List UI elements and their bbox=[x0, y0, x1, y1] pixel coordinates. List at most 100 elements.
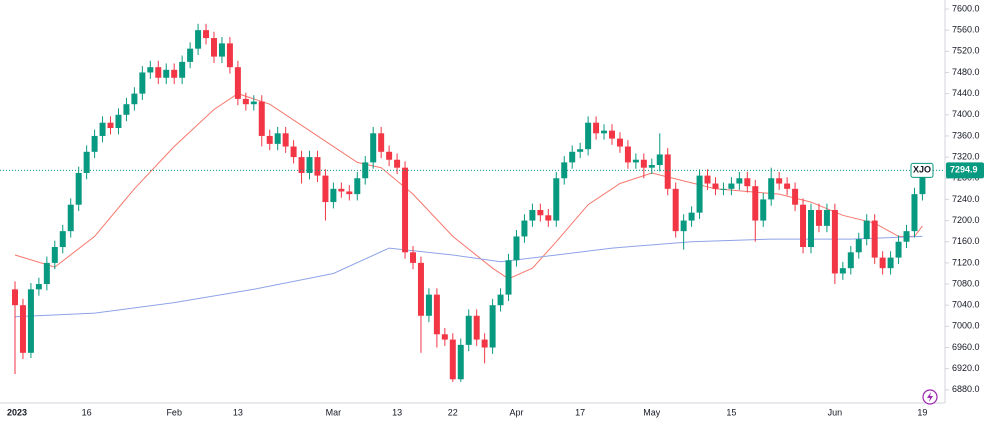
last-price-tag bbox=[946, 162, 984, 179]
candle-body bbox=[83, 151, 90, 173]
candle-body bbox=[258, 101, 265, 136]
candle-body bbox=[521, 220, 528, 237]
candle-body bbox=[386, 151, 393, 160]
candle-body bbox=[593, 122, 600, 134]
candle-body bbox=[131, 93, 138, 105]
moving-average-line bbox=[14, 93, 923, 280]
candle-body bbox=[855, 239, 862, 253]
candle-body bbox=[115, 114, 122, 129]
candle-body bbox=[410, 252, 416, 263]
icon-bolt[interactable] bbox=[927, 392, 933, 402]
candle-body bbox=[91, 135, 98, 152]
y-tick-label: 7120.0 bbox=[952, 257, 980, 267]
candle-body bbox=[441, 334, 448, 340]
candle-body bbox=[27, 289, 34, 353]
candle-body bbox=[234, 67, 241, 99]
candle-body bbox=[640, 159, 647, 168]
candle-body bbox=[760, 199, 767, 221]
candle-body bbox=[43, 262, 50, 285]
candle-body bbox=[537, 209, 544, 216]
candle-body bbox=[211, 38, 217, 57]
replay-icon[interactable] bbox=[922, 389, 938, 405]
candle-body bbox=[346, 191, 353, 195]
candle-body bbox=[19, 305, 26, 353]
candle-body bbox=[51, 247, 58, 263]
candle-body bbox=[887, 257, 894, 269]
candle-body bbox=[601, 130, 608, 134]
candle-body bbox=[59, 231, 66, 248]
moving-average-line bbox=[14, 235, 923, 318]
candle-body bbox=[481, 339, 488, 348]
candle-body bbox=[545, 215, 552, 221]
candle-body bbox=[632, 159, 639, 163]
x-tick-label: 13 bbox=[233, 407, 243, 417]
candle-body bbox=[298, 157, 305, 173]
candle-body bbox=[282, 133, 289, 147]
x-tick-label: 15 bbox=[726, 407, 736, 417]
candle-body bbox=[155, 67, 162, 78]
candle-body bbox=[792, 188, 799, 205]
candle-body bbox=[425, 294, 432, 316]
y-tick-label: 7200.0 bbox=[952, 215, 980, 225]
last-price-label: 7294.9 bbox=[950, 165, 978, 175]
candle-body bbox=[800, 204, 807, 248]
y-tick-label: 7000.0 bbox=[952, 321, 980, 331]
candle-body bbox=[306, 157, 313, 173]
candle-body bbox=[529, 209, 536, 221]
candle-body bbox=[744, 178, 751, 187]
candle-body bbox=[465, 315, 472, 345]
candle-body bbox=[354, 178, 361, 195]
candle-body bbox=[911, 194, 918, 232]
candle-body bbox=[402, 167, 409, 253]
candle-body bbox=[720, 188, 727, 190]
candle-body bbox=[187, 48, 194, 62]
candle-body bbox=[656, 154, 663, 166]
x-tick-label: Mar bbox=[326, 407, 342, 417]
candle-body bbox=[569, 151, 576, 163]
candle-body bbox=[871, 220, 878, 258]
candle-body bbox=[784, 183, 791, 189]
candle-body bbox=[218, 43, 225, 57]
candle-body bbox=[728, 183, 735, 189]
candle-body bbox=[609, 130, 615, 139]
y-tick-label: 7600.0 bbox=[952, 3, 980, 13]
symbol-tag bbox=[910, 162, 934, 178]
candle-body bbox=[577, 149, 584, 152]
candle-body bbox=[99, 122, 106, 136]
candle-body bbox=[664, 154, 671, 189]
candle-body bbox=[457, 344, 464, 380]
candle-body bbox=[322, 175, 329, 203]
candle-body bbox=[139, 72, 146, 94]
candle-body bbox=[433, 294, 440, 335]
candle-body bbox=[195, 30, 202, 49]
candle-body bbox=[879, 257, 886, 269]
y-tick-label: 7040.0 bbox=[952, 300, 980, 310]
x-tick-label: 22 bbox=[448, 407, 458, 417]
candle-body bbox=[449, 339, 456, 380]
y-tick-label: 7480.0 bbox=[952, 67, 980, 77]
candle-body bbox=[752, 186, 759, 221]
candle-body bbox=[624, 146, 631, 163]
candle-body bbox=[489, 305, 496, 348]
y-tick-label: 7520.0 bbox=[952, 46, 980, 56]
y-tick-label: 6880.0 bbox=[952, 384, 980, 394]
y-tick-label: 7240.0 bbox=[952, 194, 980, 204]
candle-body bbox=[648, 165, 655, 168]
x-tick-label: 19 bbox=[917, 407, 927, 417]
symbol-label: XJO bbox=[913, 165, 931, 175]
candle-body bbox=[553, 178, 560, 221]
candle-body bbox=[35, 284, 42, 290]
candle-body bbox=[863, 220, 870, 240]
candle-body bbox=[815, 209, 822, 226]
candle-body bbox=[696, 175, 703, 213]
x-tick-label: 13 bbox=[392, 407, 402, 417]
candle-body bbox=[895, 241, 902, 258]
candle-body bbox=[163, 69, 170, 78]
y-tick-label: 7560.0 bbox=[952, 25, 980, 35]
y-tick-label: 6960.0 bbox=[952, 342, 980, 352]
candle-body bbox=[394, 159, 401, 168]
candle-body bbox=[839, 268, 846, 274]
candle-body bbox=[147, 67, 154, 73]
candle-body bbox=[497, 294, 504, 306]
